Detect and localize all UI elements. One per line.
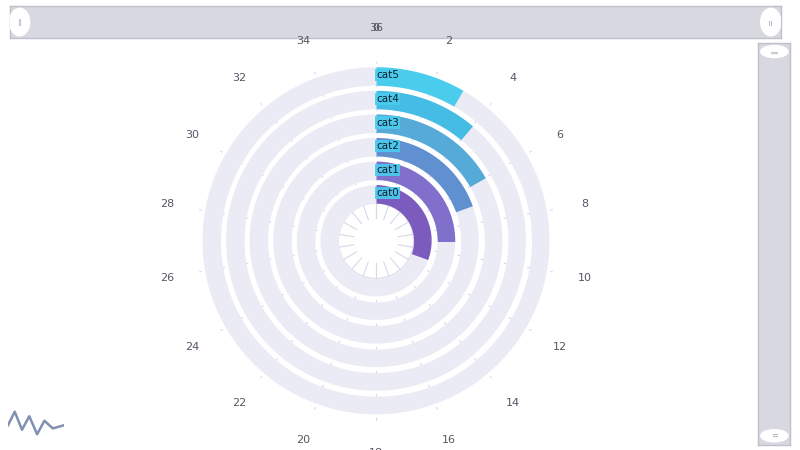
- Ellipse shape: [761, 8, 781, 36]
- Text: cat0: cat0: [376, 188, 399, 198]
- Text: cat1: cat1: [376, 165, 399, 175]
- Ellipse shape: [761, 45, 788, 58]
- Text: ||: ||: [18, 18, 22, 26]
- Text: ||: ||: [771, 49, 778, 54]
- Text: =: =: [766, 18, 775, 26]
- Text: cat2: cat2: [376, 141, 399, 151]
- Text: =: =: [771, 431, 778, 440]
- Ellipse shape: [10, 8, 30, 36]
- Text: cat5: cat5: [377, 70, 399, 81]
- Ellipse shape: [761, 430, 788, 442]
- Text: cat3: cat3: [376, 117, 399, 127]
- Text: cat4: cat4: [377, 94, 399, 104]
